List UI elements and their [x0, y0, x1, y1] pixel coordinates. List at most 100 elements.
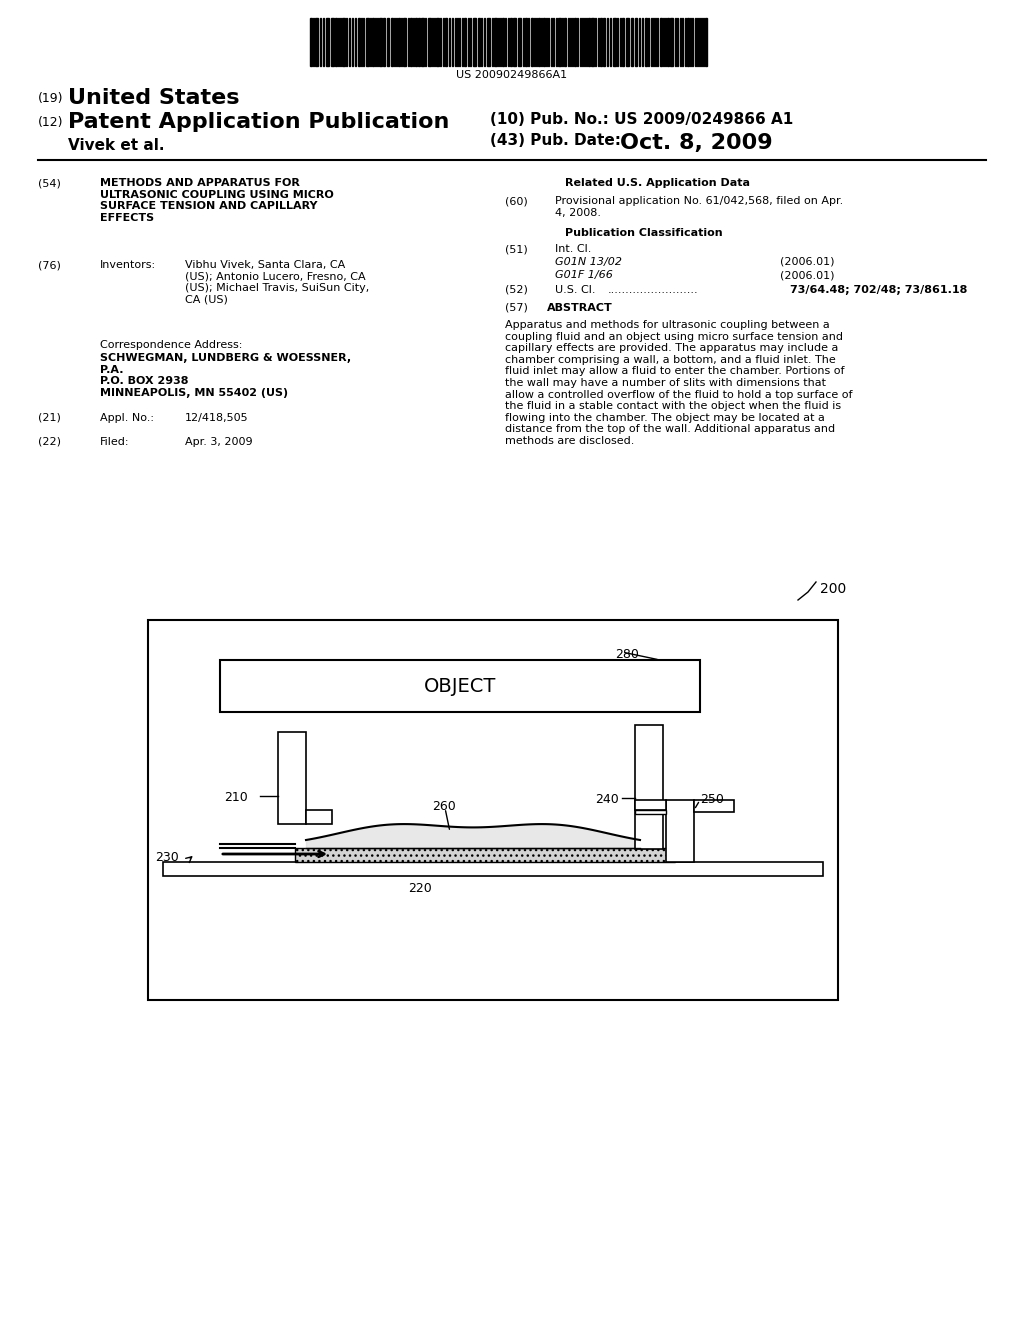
Text: Apparatus and methods for ultrasonic coupling between a
coupling fluid and an ob: Apparatus and methods for ultrasonic cou… — [505, 319, 853, 446]
Text: SCHWEGMAN, LUNDBERG & WOESSNER,
P.A.
P.O. BOX 2938
MINNEAPOLIS, MN 55402 (US): SCHWEGMAN, LUNDBERG & WOESSNER, P.A. P.O… — [100, 352, 351, 397]
Bar — [626, 18, 629, 66]
Text: Oct. 8, 2009: Oct. 8, 2009 — [620, 133, 773, 153]
Bar — [531, 18, 534, 66]
Text: 220: 220 — [409, 882, 432, 895]
Text: (21): (21) — [38, 413, 60, 422]
Text: G01N 13/02: G01N 13/02 — [555, 257, 622, 267]
Text: 73/64.48; 702/48; 73/861.18: 73/64.48; 702/48; 73/861.18 — [790, 285, 968, 294]
Bar — [278, 733, 306, 824]
Text: US 20090249866A1: US 20090249866A1 — [457, 70, 567, 81]
Text: Provisional application No. 61/042,568, filed on Apr.
4, 2008.: Provisional application No. 61/042,568, … — [555, 195, 843, 218]
Bar — [220, 660, 700, 711]
Text: (12): (12) — [38, 116, 63, 129]
Bar — [622, 18, 624, 66]
Bar — [518, 18, 521, 66]
Bar — [558, 18, 561, 66]
Text: Filed:: Filed: — [100, 437, 129, 447]
Text: 210: 210 — [224, 791, 248, 804]
Text: Vibhu Vivek, Santa Clara, CA
(US); Antonio Lucero, Fresno, CA
(US); Michael Trav: Vibhu Vivek, Santa Clara, CA (US); Anton… — [185, 260, 370, 305]
Text: 12/418,505: 12/418,505 — [185, 413, 249, 422]
Bar — [415, 18, 417, 66]
Bar — [428, 18, 431, 66]
Text: Apr. 3, 2009: Apr. 3, 2009 — [185, 437, 253, 447]
Text: United States: United States — [68, 88, 240, 108]
Text: 200: 200 — [820, 582, 846, 597]
Bar — [421, 18, 424, 66]
Bar — [391, 18, 393, 66]
Text: Appl. No.:: Appl. No.: — [100, 413, 154, 422]
Bar — [379, 18, 382, 66]
Bar — [366, 18, 369, 66]
Bar — [635, 18, 637, 66]
Bar — [295, 847, 675, 862]
Bar — [543, 18, 545, 66]
Text: .........................: ......................... — [608, 285, 698, 294]
Text: (54): (54) — [38, 178, 60, 187]
Bar — [694, 800, 734, 812]
Text: (43) Pub. Date:: (43) Pub. Date: — [490, 133, 621, 148]
Bar — [445, 18, 447, 66]
Text: G01F 1/66: G01F 1/66 — [555, 271, 613, 280]
Bar — [600, 18, 602, 66]
Bar — [403, 18, 406, 66]
Bar — [358, 18, 360, 66]
Bar — [487, 18, 490, 66]
Bar — [564, 18, 566, 66]
Bar — [331, 18, 334, 66]
Bar — [398, 18, 400, 66]
Text: (2006.01): (2006.01) — [780, 257, 835, 267]
Bar — [687, 18, 689, 66]
Bar — [315, 18, 318, 66]
Bar — [588, 18, 590, 66]
Text: (10) Pub. No.: US 2009/0249866 A1: (10) Pub. No.: US 2009/0249866 A1 — [490, 112, 794, 127]
Text: 280: 280 — [615, 648, 639, 661]
Text: Patent Application Publication: Patent Application Publication — [68, 112, 450, 132]
Bar — [670, 18, 673, 66]
Bar — [326, 18, 329, 66]
Bar — [574, 18, 575, 66]
Bar — [335, 18, 337, 66]
Text: 240: 240 — [595, 793, 618, 807]
Bar — [635, 810, 666, 814]
Text: (22): (22) — [38, 437, 61, 447]
Bar — [383, 18, 385, 66]
Bar — [502, 18, 504, 66]
Text: 230: 230 — [155, 851, 179, 865]
Text: Vivek et al.: Vivek et al. — [68, 139, 165, 153]
Bar — [705, 18, 707, 66]
Text: Publication Classification: Publication Classification — [565, 228, 723, 238]
Bar — [387, 18, 389, 66]
Bar — [538, 18, 540, 66]
Text: ABSTRACT: ABSTRACT — [547, 304, 613, 313]
Bar — [473, 18, 476, 66]
Text: Related U.S. Application Data: Related U.S. Application Data — [565, 178, 750, 187]
Text: (19): (19) — [38, 92, 63, 106]
Bar — [306, 810, 332, 824]
Bar — [372, 18, 374, 66]
Bar — [635, 800, 666, 810]
Text: U.S. Cl.: U.S. Cl. — [555, 285, 596, 294]
Text: Correspondence Address:: Correspondence Address: — [100, 341, 243, 350]
Bar — [525, 18, 527, 66]
Text: 260: 260 — [432, 800, 456, 813]
Text: (60): (60) — [505, 195, 527, 206]
Bar — [478, 18, 480, 66]
Bar — [603, 18, 605, 66]
Text: Inventors:: Inventors: — [100, 260, 156, 271]
Bar — [464, 18, 466, 66]
Bar — [436, 18, 439, 66]
Bar — [494, 18, 497, 66]
Bar — [418, 18, 420, 66]
Text: (57): (57) — [505, 304, 528, 313]
Text: (52): (52) — [505, 285, 528, 294]
Bar — [310, 18, 312, 66]
Bar — [148, 620, 838, 1001]
Bar — [410, 18, 412, 66]
Bar — [635, 725, 663, 849]
Bar — [631, 18, 633, 66]
Text: OBJECT: OBJECT — [424, 676, 497, 696]
Text: (51): (51) — [505, 244, 527, 253]
Bar — [342, 18, 345, 66]
Bar — [591, 18, 594, 66]
Bar — [513, 18, 516, 66]
